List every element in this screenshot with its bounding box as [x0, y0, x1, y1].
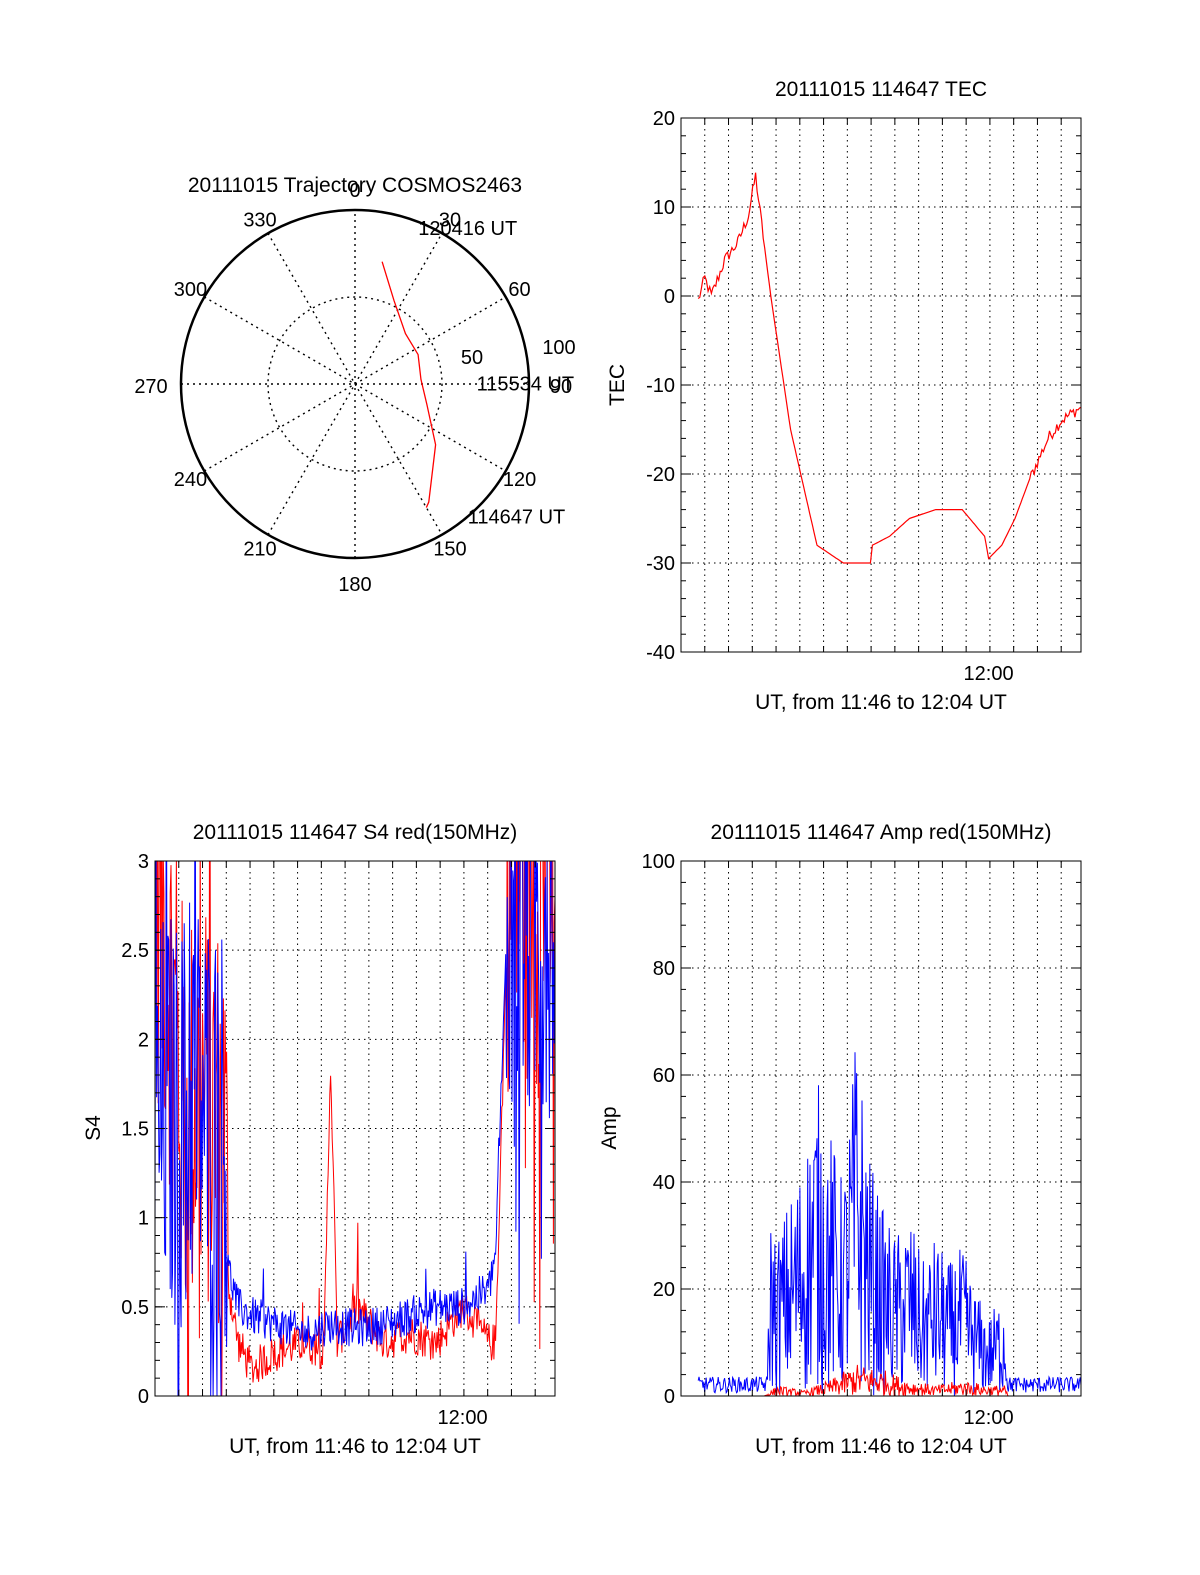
- ring-label: 50: [461, 347, 483, 369]
- tec-x-axis-label: UT, from 11:46 to 12:04 UT: [755, 691, 1007, 714]
- azimuth-label: 330: [243, 209, 276, 231]
- amp-y-axis-label: Amp: [598, 1106, 621, 1149]
- x-tick-label: 12:00: [438, 1407, 488, 1429]
- trajectory-annotation: 114647 UT: [468, 506, 565, 528]
- s4-series: [155, 861, 555, 1396]
- series-line-0: [697, 1052, 1081, 1396]
- y-tick-label: 0: [138, 1386, 149, 1408]
- y-tick-label: 1.5: [121, 1119, 149, 1141]
- series-line-0: [697, 172, 1081, 564]
- azimuth-label: 300: [174, 279, 207, 301]
- y-tick-label: -40: [646, 642, 675, 664]
- tec-title: 20111015 114647 TEC: [775, 78, 987, 101]
- trajectory-line: [381, 261, 437, 508]
- amp-ticks: [681, 860, 1081, 1397]
- y-tick-label: 20: [653, 108, 675, 130]
- azimuth-label: 210: [243, 539, 276, 561]
- trajectory-annotation: 120416 UT: [418, 218, 517, 240]
- series-group: [697, 172, 1081, 564]
- y-tick-label: 2.5: [121, 940, 149, 962]
- polar-inner-ring: [267, 296, 443, 472]
- y-tick-label: 0: [664, 286, 675, 308]
- x-tick-label: 12:00: [964, 663, 1014, 685]
- s4-x-axis-label: UT, from 11:46 to 12:04 UT: [229, 1435, 481, 1458]
- s4-title: 20111015 114647 S4 red(150MHz): [193, 821, 518, 844]
- tec-gridlines: [681, 117, 1081, 653]
- tec-x-tick-labels: 12:00: [964, 663, 1014, 685]
- azimuth-label: 30: [439, 209, 461, 231]
- trajectory-polar-plot: 20111015 Trajectory COSMOS2463 030609012…: [134, 174, 575, 596]
- azimuth-label: 270: [134, 376, 167, 398]
- trajectory-title: 20111015 Trajectory COSMOS2463: [188, 174, 522, 197]
- s4-ticks: [155, 860, 555, 1397]
- tec-y-tick-labels: 20 10 0 -10 -20 -30 -40: [646, 108, 675, 664]
- azimuth-label: 180: [338, 574, 371, 596]
- azimuth-label: 120: [503, 469, 536, 491]
- azimuth-label: 90: [550, 376, 572, 398]
- series-group: [697, 1052, 1081, 1396]
- amp-chart: 20111015 114647 Amp red(150MHz) 100 80 60 4…: [598, 821, 1082, 1458]
- y-tick-label: -20: [646, 464, 675, 486]
- polar-azimuth-labels: 0 30 60 90 120 150 180 210 240 270 300 330: [134, 180, 572, 596]
- tec-chart: 20111015 114647 TEC 20 10 0 -10 -20 -30 -40 12…: [606, 78, 1082, 714]
- tec-plot-frame: [680, 117, 1082, 653]
- series-line-1: [155, 861, 555, 1396]
- series-group: [155, 861, 555, 1396]
- s4-y-tick-labels: 3 2.5 2 1.5 1 0.5 0: [121, 851, 149, 1408]
- y-tick-label: 20: [653, 1279, 675, 1301]
- polar-spoke: [267, 232, 443, 536]
- azimuth-label: 60: [508, 279, 530, 301]
- polar-ring-labels: 50 100: [461, 337, 576, 369]
- y-tick-label: 0: [664, 1386, 675, 1408]
- tec-series: [697, 172, 1081, 564]
- y-tick-label: 40: [653, 1172, 675, 1194]
- polar-outer-circle: [179, 208, 531, 560]
- amp-x-axis-label: UT, from 11:46 to 12:04 UT: [755, 1435, 1007, 1458]
- x-tick-label: 12:00: [964, 1407, 1014, 1429]
- y-tick-label: 60: [653, 1065, 675, 1087]
- amp-title: 20111015 114647 Amp red(150MHz): [711, 821, 1052, 844]
- y-tick-label: -30: [646, 553, 675, 575]
- s4-x-tick-labels: 12:00: [438, 1407, 488, 1429]
- azimuth-label: 0: [349, 180, 360, 202]
- y-tick-label: 3: [138, 851, 149, 873]
- tec-ticks: [681, 117, 1081, 653]
- series-line-1: [698, 1364, 1081, 1396]
- y-tick-label: 100: [642, 851, 675, 873]
- y-tick-label: 1: [138, 1208, 149, 1230]
- azimuth-label: 150: [433, 539, 466, 561]
- trajectory-annotations: 120416 UT 115534 UT 114647 UT: [418, 218, 574, 528]
- s4-chart: 20111015 114647 S4 red(150MHz) 3 2.5 2 1.5 1…: [82, 821, 556, 1458]
- tec-y-axis-label: TEC: [606, 364, 629, 406]
- amp-x-tick-labels: 12:00: [964, 1407, 1014, 1429]
- y-tick-label: 0.5: [121, 1297, 149, 1319]
- polar-grid: [181, 210, 529, 558]
- trajectory-annotation: 115534 UT: [477, 373, 574, 395]
- trajectory-path: [381, 261, 437, 508]
- amp-gridlines: [681, 860, 1081, 1397]
- y-tick-label: 80: [653, 958, 675, 980]
- y-tick-label: 2: [138, 1029, 149, 1051]
- amp-y-tick-labels: 100 80 60 40 20 0: [642, 851, 675, 1408]
- amp-series: [697, 1052, 1081, 1396]
- amp-plot-frame: [680, 860, 1082, 1397]
- ring-label: 100: [542, 337, 575, 359]
- azimuth-label: 240: [174, 469, 207, 491]
- s4-y-axis-label: S4: [82, 1115, 105, 1141]
- y-tick-label: -10: [646, 375, 675, 397]
- y-tick-label: 10: [653, 197, 675, 219]
